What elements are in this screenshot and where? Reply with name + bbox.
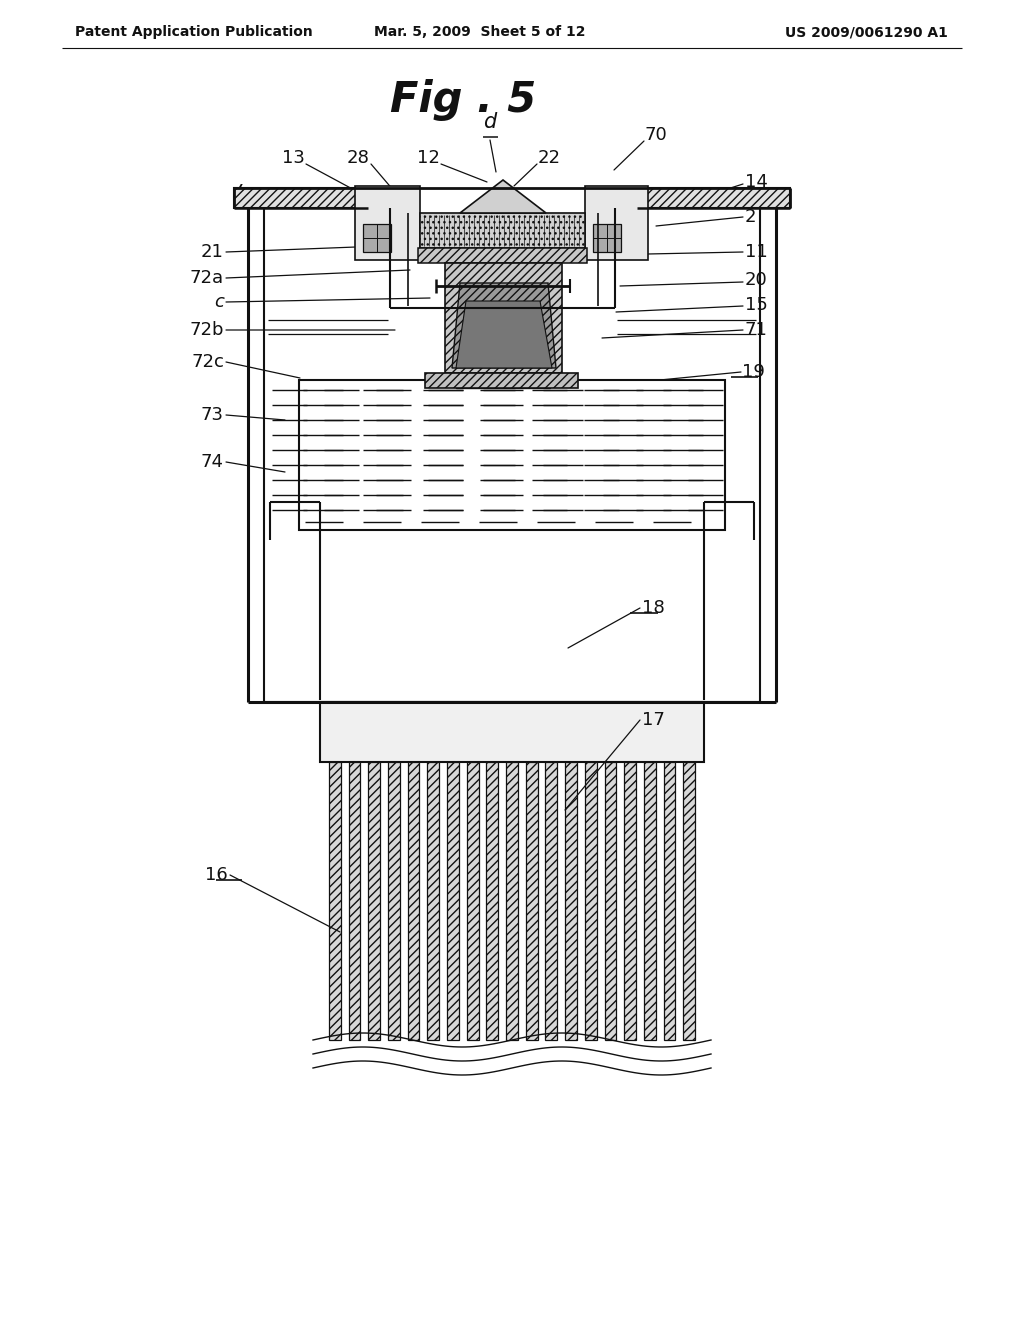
Bar (625, 762, 636, 1040)
Text: 15: 15 (745, 296, 768, 314)
Bar (644, 762, 655, 1040)
Bar (506, 762, 518, 1040)
Bar (329, 762, 341, 1040)
Bar (427, 762, 439, 1040)
Bar (425, 374, 578, 388)
Text: 71: 71 (745, 321, 768, 339)
Polygon shape (452, 282, 556, 368)
Bar (467, 762, 478, 1040)
Bar (420, 213, 585, 248)
Bar (408, 762, 420, 1040)
Bar (546, 762, 557, 1040)
Polygon shape (460, 180, 546, 213)
Bar (604, 762, 616, 1040)
Text: 14: 14 (745, 173, 768, 191)
Bar (565, 762, 577, 1040)
Text: Mar. 5, 2009  Sheet 5 of 12: Mar. 5, 2009 Sheet 5 of 12 (374, 25, 586, 40)
Text: 11: 11 (745, 243, 768, 261)
Bar (445, 263, 562, 374)
Bar (319, 702, 705, 762)
Text: 12: 12 (417, 149, 440, 168)
Bar (525, 762, 538, 1040)
Bar (348, 762, 360, 1040)
Text: 72c: 72c (191, 352, 224, 371)
Text: Patent Application Publication: Patent Application Publication (75, 25, 312, 40)
Bar (585, 762, 597, 1040)
Bar (418, 248, 587, 263)
Text: 20: 20 (745, 271, 768, 289)
Text: 21: 21 (201, 243, 224, 261)
Text: 17: 17 (642, 711, 665, 729)
Bar (388, 762, 399, 1040)
Text: US 2009/0061290 A1: US 2009/0061290 A1 (785, 25, 948, 40)
Bar (486, 762, 499, 1040)
Bar (369, 762, 380, 1040)
Bar (456, 293, 550, 388)
Text: 22: 22 (538, 149, 561, 168)
Bar (447, 762, 459, 1040)
Text: 16: 16 (205, 866, 228, 884)
Bar (585, 186, 648, 260)
Text: 70: 70 (645, 125, 668, 144)
Bar (593, 224, 621, 252)
Text: 2: 2 (745, 209, 757, 226)
Bar (234, 187, 368, 209)
Text: d: d (483, 112, 497, 132)
Text: 18: 18 (642, 599, 665, 616)
Text: (: ( (236, 183, 245, 209)
Text: Fig . 5: Fig . 5 (390, 79, 537, 121)
Text: 13: 13 (283, 149, 305, 168)
Text: c: c (214, 293, 224, 312)
Text: 19: 19 (742, 363, 765, 381)
Text: 72a: 72a (189, 269, 224, 286)
Text: 28: 28 (347, 149, 370, 168)
Text: 73: 73 (201, 407, 224, 424)
Bar (362, 224, 391, 252)
Text: 72b: 72b (189, 321, 224, 339)
Bar (299, 380, 725, 531)
Polygon shape (456, 301, 552, 368)
Bar (664, 762, 676, 1040)
Bar (355, 186, 420, 260)
Text: 74: 74 (201, 453, 224, 471)
Bar (637, 187, 790, 209)
Bar (683, 762, 695, 1040)
